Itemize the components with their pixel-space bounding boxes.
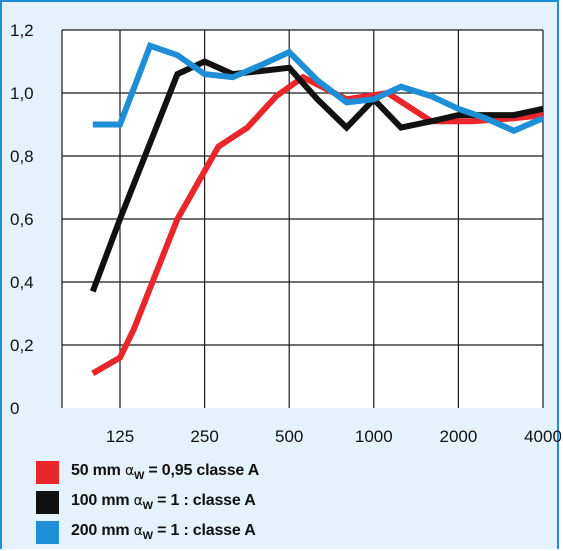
legend-label-200mm: 200 mm αW = 1 : classe A xyxy=(71,521,256,543)
y-tick-label: 1,2 xyxy=(10,21,34,40)
legend-swatch-black xyxy=(36,490,59,514)
y-tick-label: 0,8 xyxy=(10,147,34,166)
series-line-3 xyxy=(92,42,545,135)
absorption-chart: 0 0,2 0,4 0,6 0,8 1,0 1,2 125 250 500 1000 2000 400… xyxy=(10,21,561,446)
legend-swatch-red xyxy=(36,460,59,484)
x-tick-label: 4000 xyxy=(524,427,561,446)
x-tick-label: 2000 xyxy=(439,427,477,446)
x-tick-label: 1000 xyxy=(355,427,393,446)
y-tick-label: 1,0 xyxy=(10,84,34,103)
y-tick-label: 0,4 xyxy=(10,273,34,292)
legend-item-200mm: 200 mm αW = 1 : classe A xyxy=(36,517,259,547)
y-tick-labels: 0 0,2 0,4 0,6 0,8 1,0 1,2 xyxy=(10,21,34,418)
legend-item-100mm: 100 mm αW = 1 : classe A xyxy=(36,487,259,517)
x-tick-label: 250 xyxy=(190,427,218,446)
legend: 50 mm αW = 0,95 classe A 100 mm αW = 1 :… xyxy=(36,457,259,547)
series-layer xyxy=(89,42,545,376)
x-tick-label: 500 xyxy=(275,427,303,446)
legend-label-50mm: 50 mm αW = 0,95 classe A xyxy=(71,461,260,483)
y-tick-label: 0,6 xyxy=(10,210,34,229)
x-tick-label: 125 xyxy=(106,427,134,446)
legend-label-100mm: 100 mm αW = 1 : classe A xyxy=(71,491,256,513)
legend-swatch-blue xyxy=(36,520,59,544)
x-tick-labels: 125 250 500 1000 2000 4000 xyxy=(106,427,561,446)
y-tick-label: 0,2 xyxy=(10,336,34,355)
y-tick-label: 0 xyxy=(10,399,19,418)
legend-item-50mm: 50 mm αW = 0,95 classe A xyxy=(36,457,259,487)
grid-lines xyxy=(61,29,544,408)
series-line-1 xyxy=(91,73,544,376)
